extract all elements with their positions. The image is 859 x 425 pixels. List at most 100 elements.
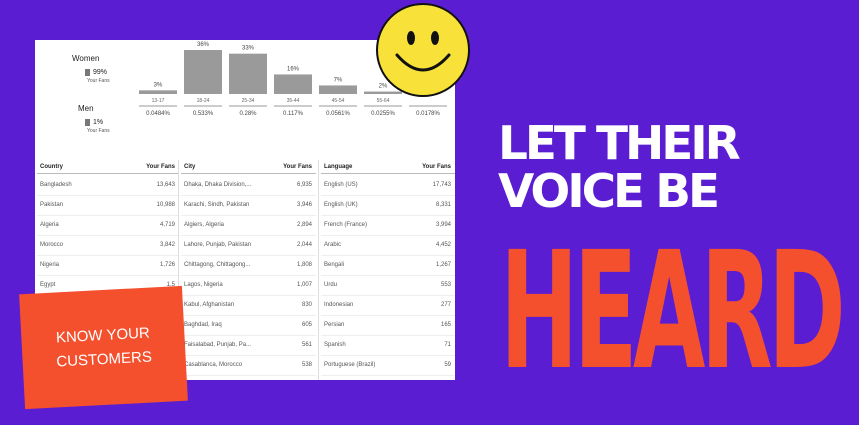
headline: VOICE BE bbox=[498, 164, 720, 218]
gender-caption: Your Fans bbox=[87, 78, 110, 84]
cell: Algeria bbox=[40, 222, 59, 228]
row-rule bbox=[321, 195, 455, 196]
table-header: Language bbox=[324, 164, 353, 170]
cell: Bangladesh bbox=[40, 182, 72, 188]
row-rule bbox=[181, 295, 316, 296]
cell: 3,946 bbox=[296, 202, 312, 208]
row-rule bbox=[181, 335, 316, 336]
headline: LET THEIR bbox=[498, 116, 741, 170]
cell: Casablanca, Morocco bbox=[184, 362, 243, 368]
row-rule bbox=[37, 235, 179, 236]
category-label: 35-44 bbox=[287, 98, 300, 104]
cell: Pakistan bbox=[40, 202, 64, 208]
cell: 3,842 bbox=[159, 242, 175, 248]
fan-rate: 0.0255% bbox=[371, 111, 395, 117]
cell: 8,331 bbox=[435, 202, 451, 208]
bar-label: 36% bbox=[197, 42, 210, 48]
fan-rate: 0.0561% bbox=[326, 111, 350, 117]
table-divider bbox=[318, 160, 319, 380]
table-header: City bbox=[184, 164, 196, 170]
cell: Persian bbox=[324, 322, 345, 328]
row-rule bbox=[181, 275, 316, 276]
table-rule bbox=[37, 173, 179, 174]
cell: Dhaka, Dhaka Division,... bbox=[184, 182, 252, 188]
cell: 605 bbox=[301, 322, 312, 328]
cell: 4,452 bbox=[435, 242, 451, 248]
cell: Arabic bbox=[324, 242, 342, 248]
table-header: Your Fans bbox=[422, 164, 451, 170]
row-rule bbox=[37, 215, 179, 216]
cell: 830 bbox=[301, 302, 312, 308]
cell: 17,743 bbox=[432, 182, 451, 188]
cell: 553 bbox=[440, 282, 451, 288]
row-rule bbox=[181, 315, 316, 316]
row-rule bbox=[181, 355, 316, 356]
cell: Chittagong, Chittagong... bbox=[184, 262, 251, 268]
row-rule bbox=[37, 195, 179, 196]
row-rule bbox=[37, 255, 179, 256]
cell: Spanish bbox=[324, 342, 346, 348]
table-rule bbox=[321, 173, 455, 174]
bar bbox=[139, 90, 177, 94]
row-rule bbox=[181, 235, 316, 236]
row-rule bbox=[181, 195, 316, 196]
row-rule bbox=[181, 215, 316, 216]
headline-emphasis: HEARD bbox=[500, 218, 846, 407]
cell: 59 bbox=[444, 362, 451, 368]
cell: Lagos, Nigeria bbox=[184, 282, 223, 288]
row-rule bbox=[321, 315, 455, 316]
category-label: 25-34 bbox=[242, 98, 255, 104]
cell: Morocco bbox=[40, 242, 64, 248]
cell: Lahore, Punjab, Pakistan bbox=[184, 242, 252, 248]
bar bbox=[364, 91, 402, 94]
cell: 1,5 bbox=[166, 282, 175, 288]
cell: Indonesian bbox=[324, 302, 354, 308]
row-rule bbox=[321, 295, 455, 296]
table-divider bbox=[178, 160, 179, 380]
cell: English (US) bbox=[324, 182, 358, 188]
bar bbox=[229, 53, 267, 94]
bar-label: 7% bbox=[334, 77, 343, 83]
gender-percent: 99% bbox=[85, 69, 107, 76]
table-header: Your Fans bbox=[283, 164, 312, 170]
cell: Algiers, Algeria bbox=[184, 222, 225, 228]
cell: Urdu bbox=[324, 282, 338, 288]
gender-caption: Your Fans bbox=[87, 128, 110, 134]
row-rule bbox=[321, 275, 455, 276]
row-rule bbox=[181, 375, 316, 376]
category-label: 55-64 bbox=[377, 98, 390, 104]
cell: Portuguese (Brazil) bbox=[324, 362, 376, 368]
row-rule bbox=[321, 375, 455, 376]
category-label: 45-54 bbox=[332, 98, 345, 104]
bar bbox=[184, 50, 222, 94]
cell: 6,935 bbox=[296, 182, 312, 188]
cell: 561 bbox=[301, 342, 312, 348]
cell: 1,808 bbox=[296, 262, 312, 268]
row-rule bbox=[181, 255, 316, 256]
row-rule bbox=[321, 215, 455, 216]
cell: 2,044 bbox=[296, 242, 312, 248]
cell: Kabul, Afghanistan bbox=[184, 302, 235, 308]
cell: 1,726 bbox=[159, 262, 175, 268]
bar bbox=[319, 85, 357, 94]
table-header: Country bbox=[40, 164, 63, 170]
row-rule bbox=[321, 335, 455, 336]
bar-label: 16% bbox=[287, 66, 300, 72]
row-rule bbox=[321, 255, 455, 256]
cell: 1,267 bbox=[435, 262, 451, 268]
gender-label: Women bbox=[72, 54, 100, 63]
cell: 165 bbox=[440, 322, 451, 328]
bar-label: 3% bbox=[154, 82, 163, 88]
cell: Bengali bbox=[324, 262, 345, 268]
fan-rate: 0.0178% bbox=[416, 111, 440, 117]
cell: 3,994 bbox=[435, 222, 451, 228]
bar-label: 2% bbox=[379, 84, 388, 90]
card: KNOW YOUR CUSTOMERS bbox=[19, 285, 188, 410]
fan-rate: 0.533% bbox=[193, 111, 214, 117]
cell: English (UK) bbox=[324, 202, 358, 208]
cell: Faisalabad, Punjab, Pa... bbox=[184, 342, 252, 348]
fan-rate: 0.0484% bbox=[146, 111, 170, 117]
cell: 1,007 bbox=[296, 282, 312, 288]
cell: 13,643 bbox=[156, 182, 175, 188]
row-rule bbox=[37, 275, 179, 276]
